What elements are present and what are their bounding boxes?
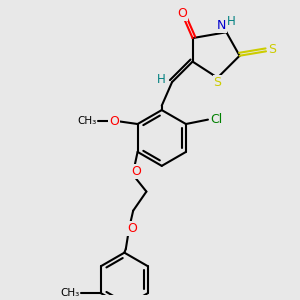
Text: Cl: Cl	[210, 113, 222, 126]
Text: CH₃: CH₃	[60, 288, 80, 298]
Text: N: N	[216, 19, 226, 32]
Text: S: S	[214, 76, 222, 89]
Text: H: H	[158, 73, 166, 86]
Text: O: O	[109, 115, 119, 128]
Text: O: O	[131, 164, 141, 178]
Text: S: S	[268, 44, 276, 56]
Text: CH₃: CH₃	[77, 116, 97, 126]
Text: O: O	[177, 7, 187, 20]
Text: H: H	[227, 15, 236, 28]
Text: O: O	[127, 222, 136, 235]
